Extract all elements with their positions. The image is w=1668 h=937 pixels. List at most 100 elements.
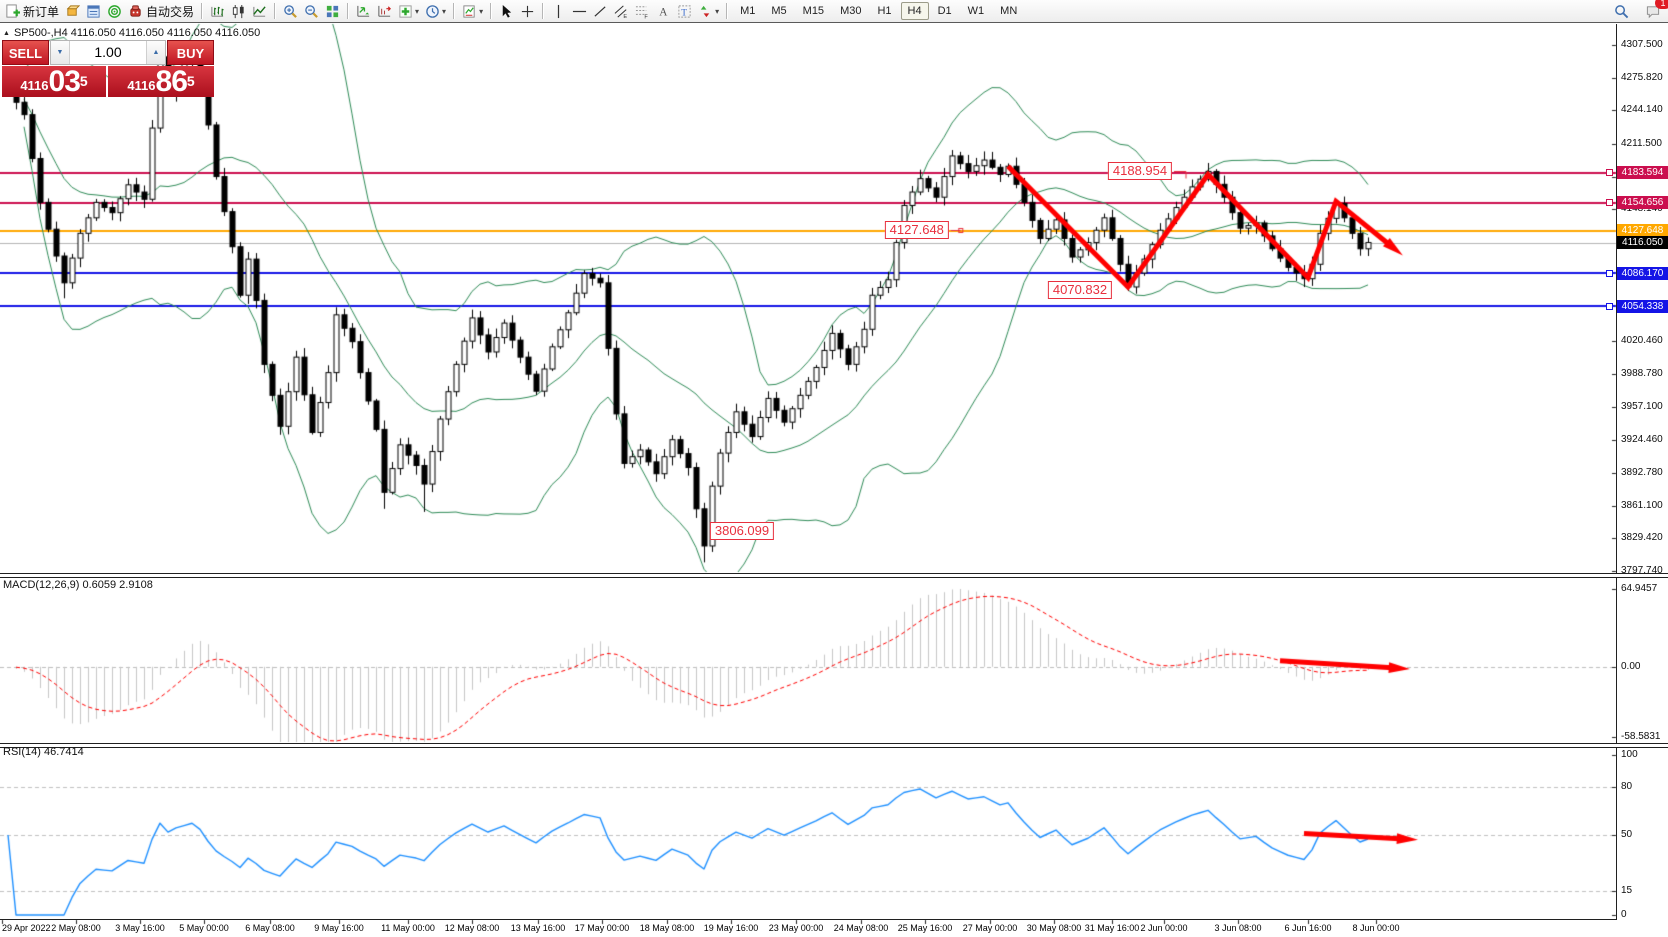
chart-bars-button[interactable] [207, 1, 228, 21]
symbol-marker-icon: ▲ [3, 29, 10, 37]
pane-splitter-rsi[interactable] [0, 743, 1668, 748]
date-axis-label: 11 May 00:00 [381, 923, 435, 933]
svg-text:E: E [623, 14, 627, 19]
timeframe-d1-button[interactable]: D1 [937, 5, 952, 17]
auto-scroll-button[interactable] [353, 1, 374, 21]
zoom-out-button[interactable] [301, 1, 322, 21]
timeframe-m30-button[interactable]: M30 [840, 5, 862, 17]
toolbar-separator [453, 3, 456, 19]
macd-indicator-label: MACD(12,26,9) 0.6059 2.9108 [3, 579, 153, 591]
tile-windows-button[interactable] [322, 1, 343, 21]
navigator-button[interactable] [104, 1, 125, 21]
chart-candles-button[interactable] [228, 1, 249, 21]
channel-button[interactable]: E [611, 1, 632, 21]
timeframe-m5-button[interactable]: M5 [771, 5, 787, 17]
date-axis-label: 5 May 00:00 [179, 923, 229, 933]
date-axis-label: 17 May 00:00 [574, 923, 630, 933]
volume-input[interactable]: 1.00 [70, 41, 146, 64]
line-handle[interactable] [1606, 302, 1613, 310]
price-annotation-label[interactable]: 4188.954 [1107, 161, 1173, 180]
data-window-button[interactable] [83, 1, 104, 21]
search-button[interactable] [1611, 1, 1632, 21]
timeframe-mn-button[interactable]: MN [1000, 5, 1018, 17]
date-axis-label: 6 Jun 16:00 [1284, 923, 1332, 933]
label-button[interactable]: T [674, 1, 695, 21]
zoom-out-icon [304, 4, 319, 19]
autotrade-button[interactable]: 自动交易 [125, 1, 197, 21]
line-handle[interactable] [1606, 169, 1613, 177]
toolbar-separator [542, 3, 545, 19]
date-axis-label: 29 Apr 2022 [2, 923, 51, 933]
date-axis-label: 3 May 16:00 [115, 923, 165, 933]
price-annotation-label[interactable]: 4070.832 [1047, 280, 1113, 299]
navigator-icon [107, 4, 122, 19]
search-icon [1614, 4, 1629, 19]
fibo-button[interactable]: F [632, 1, 653, 21]
price-axis-tick: 3861.100 [1621, 499, 1663, 511]
sell-button[interactable]: SELL [2, 40, 49, 65]
line-handle[interactable] [1606, 269, 1613, 277]
pane-splitter-macd[interactable] [0, 573, 1668, 578]
toolbar-separator [201, 3, 204, 19]
rsi-axis-tick: 100 [1621, 749, 1638, 760]
arrows-icon [698, 4, 713, 19]
timeframe-m15-button[interactable]: M15 [802, 5, 825, 17]
templates-button[interactable]: ▾ [459, 1, 486, 21]
fibo-icon: F [635, 4, 650, 19]
date-axis-label: 2 May 08:00 [51, 923, 101, 933]
line-handle[interactable] [1606, 199, 1613, 207]
periods-button[interactable]: ▾ [422, 1, 449, 21]
tile-windows-icon [325, 4, 340, 19]
cursor-button[interactable] [496, 1, 517, 21]
crosshair-button[interactable] [517, 1, 538, 21]
data-window-icon [86, 4, 101, 19]
chart-canvas[interactable] [0, 23, 1668, 937]
buy-button[interactable]: BUY [167, 40, 214, 65]
price-axis-tick: 4211.500 [1621, 138, 1662, 150]
label-icon: T [677, 4, 692, 19]
chart-line-button[interactable] [249, 1, 270, 21]
volume-decrease-button[interactable]: ▼ [51, 41, 70, 64]
new-order-button[interactable]: 新订单 [2, 1, 62, 21]
timeframe-h1-button[interactable]: H1 [877, 5, 892, 17]
ask-price-big: 86 [155, 65, 188, 98]
trendline-button[interactable] [590, 1, 611, 21]
chart-shift-button[interactable] [374, 1, 395, 21]
text-button[interactable]: A [653, 1, 674, 21]
toolbar-button-label: 自动交易 [146, 4, 195, 19]
chart-title-row: ▲ SP500-,H4 4116.050 4116.050 4116.050 4… [3, 27, 260, 39]
volume-increase-button[interactable]: ▲ [146, 41, 165, 64]
zoom-in-button[interactable] [280, 1, 301, 21]
ask-price: 4116 86 5 [108, 66, 214, 97]
chart-title: SP500-,H4 4116.050 4116.050 4116.050 411… [13, 27, 261, 39]
date-axis-label: 27 May 00:00 [962, 923, 1018, 933]
rsi-axis-tick: 50 [1621, 829, 1633, 840]
vline-button[interactable] [548, 1, 569, 21]
notification-badge: 1 [1655, 0, 1668, 9]
arrows-button[interactable]: ▾ [695, 1, 722, 21]
level-price-badge: 4127.648 [1617, 224, 1668, 238]
market-watch-button[interactable] [62, 1, 83, 21]
notifications-button[interactable]: 1 [1642, 0, 1668, 21]
price-annotation-label[interactable]: 4127.648 [884, 221, 949, 240]
indicators-add-button[interactable]: ▾ [395, 1, 422, 21]
timeframe-h4-button[interactable]: H4 [900, 2, 929, 20]
price-annotation-label[interactable]: 3806.099 [709, 522, 775, 540]
cursor-icon [499, 4, 514, 19]
crosshair-icon [520, 4, 535, 19]
chart-shift-icon [377, 4, 392, 19]
chart-bars-icon [210, 4, 225, 19]
periods-icon [425, 4, 440, 19]
date-axis-label: 30 May 08:00 [1026, 923, 1082, 933]
timeframe-m1-button[interactable]: M1 [740, 5, 756, 17]
timeframe-w1-button[interactable]: W1 [967, 5, 985, 17]
level-price-badge: 4154.656 [1617, 196, 1668, 210]
ask-price-whole: 4116 [127, 78, 156, 93]
hline-button[interactable] [569, 1, 590, 21]
price-axis-tick: 3892.780 [1621, 466, 1663, 478]
price-axis-tick: 3924.460 [1621, 434, 1663, 446]
market-watch-icon [65, 4, 81, 19]
date-axis-label: 13 May 16:00 [510, 923, 566, 933]
templates-icon [462, 4, 477, 19]
macd-axis-tick: 64.9457 [1621, 583, 1658, 594]
